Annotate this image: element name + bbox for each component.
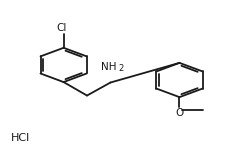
Text: O: O (175, 108, 184, 118)
Text: NH: NH (101, 62, 117, 72)
Text: Cl: Cl (56, 23, 66, 33)
Text: HCl: HCl (11, 133, 30, 144)
Text: 2: 2 (118, 64, 124, 73)
